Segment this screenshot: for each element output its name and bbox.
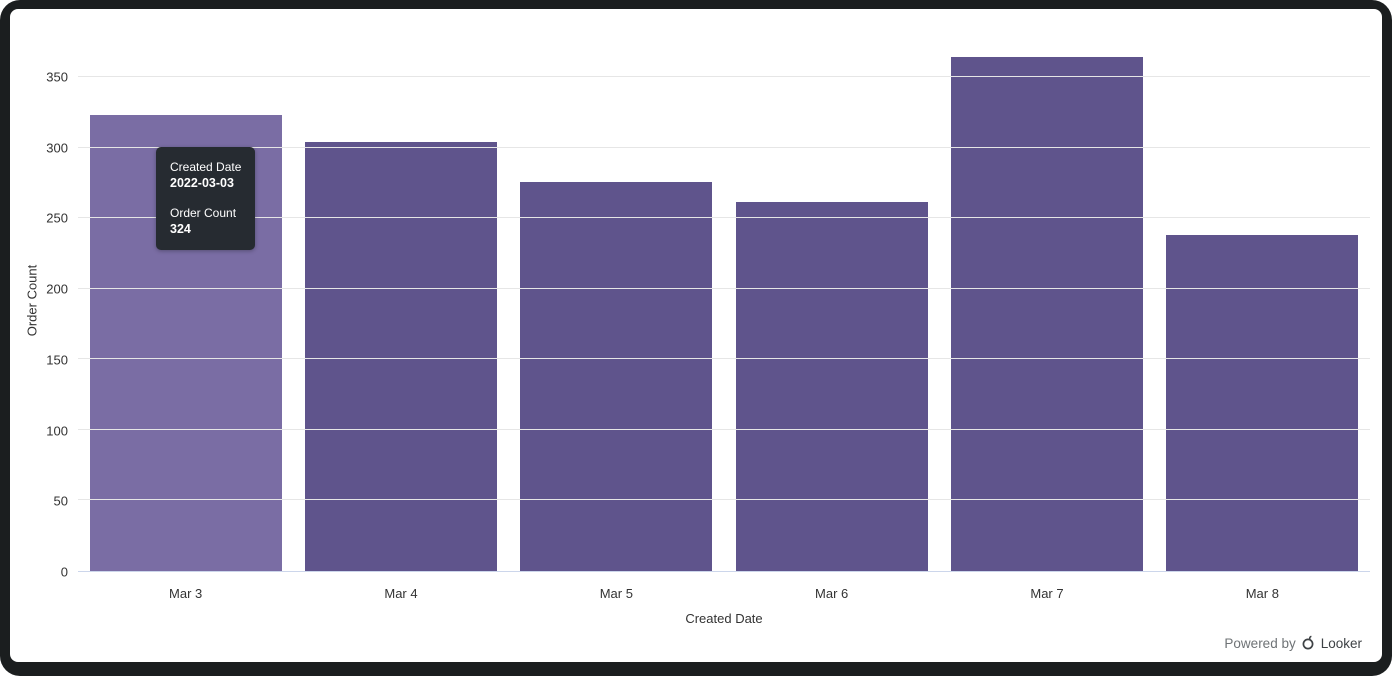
- y-tick-label: 250: [46, 210, 68, 226]
- y-tick-label: 0: [60, 564, 68, 580]
- y-tick-label: 150: [46, 352, 68, 368]
- x-tick-label: Mar 6: [815, 586, 849, 601]
- tooltip-row: Created Date 2022-03-03: [170, 159, 241, 192]
- gridline: [78, 217, 1370, 219]
- bar-slot: [939, 29, 1154, 571]
- gridline: [78, 358, 1370, 360]
- bar-slot: [78, 29, 293, 571]
- bar-series: [78, 29, 1370, 571]
- bar-mar-7[interactable]: [950, 55, 1144, 571]
- y-tick-label: 350: [46, 69, 68, 85]
- tooltip-dimension-label: Created Date: [170, 160, 242, 174]
- gridline: [78, 146, 1370, 148]
- tooltip-row: Order Count 324: [170, 205, 241, 238]
- x-tick-label: Mar 5: [599, 586, 633, 601]
- bar-slot: [724, 29, 939, 571]
- looker-brand-text: Looker: [1320, 636, 1362, 651]
- y-tick-label: 300: [46, 140, 68, 156]
- x-tick-label: Mar 8: [1245, 586, 1279, 601]
- x-tick-label: Mar 3: [169, 586, 203, 601]
- chart-card: Order Count 0 50 100 150 200 250 300 350 Create…: [10, 9, 1382, 662]
- y-axis-tick-labels: 0 50 100 150 200 250 300 350: [10, 29, 68, 580]
- x-tick-label: Mar 4: [384, 586, 418, 601]
- tooltip-measure-value: 324: [170, 222, 191, 236]
- gridline: [78, 76, 1370, 77]
- tooltip-dimension-value: 2022-03-03: [170, 176, 234, 190]
- gridline: [78, 428, 1370, 430]
- bar-mar-6[interactable]: [734, 201, 929, 571]
- bar-mar-5[interactable]: [519, 181, 714, 571]
- tooltip: Created Date 2022-03-03 Order Count 324: [156, 147, 256, 250]
- powered-by-text: Powered by: [1224, 636, 1296, 651]
- tooltip-measure-label: Order Count: [170, 206, 237, 220]
- y-tick-label: 200: [46, 281, 68, 297]
- gridline: [78, 287, 1370, 289]
- x-axis-tick-labels: Mar 3 Mar 4 Mar 5 Mar 6 Mar 7 Mar 8: [78, 586, 1370, 604]
- powered-by-looker[interactable]: Powered by Looker: [1224, 633, 1362, 654]
- bar-slot: [1155, 29, 1370, 571]
- x-tick-label: Mar 7: [1030, 586, 1064, 601]
- bar-slot: [509, 29, 724, 571]
- bar-mar-4[interactable]: [304, 140, 498, 571]
- y-tick-label: 50: [53, 493, 68, 509]
- bar-slot: [293, 29, 508, 571]
- looker-logo-icon: [1301, 633, 1316, 654]
- plot-area: Created Date 2022-03-03 Order Count 324: [78, 29, 1370, 572]
- x-axis-title: Created Date: [685, 611, 763, 626]
- bar-mar-8[interactable]: [1165, 233, 1360, 571]
- y-tick-label: 100: [46, 423, 68, 439]
- gridline: [78, 499, 1370, 501]
